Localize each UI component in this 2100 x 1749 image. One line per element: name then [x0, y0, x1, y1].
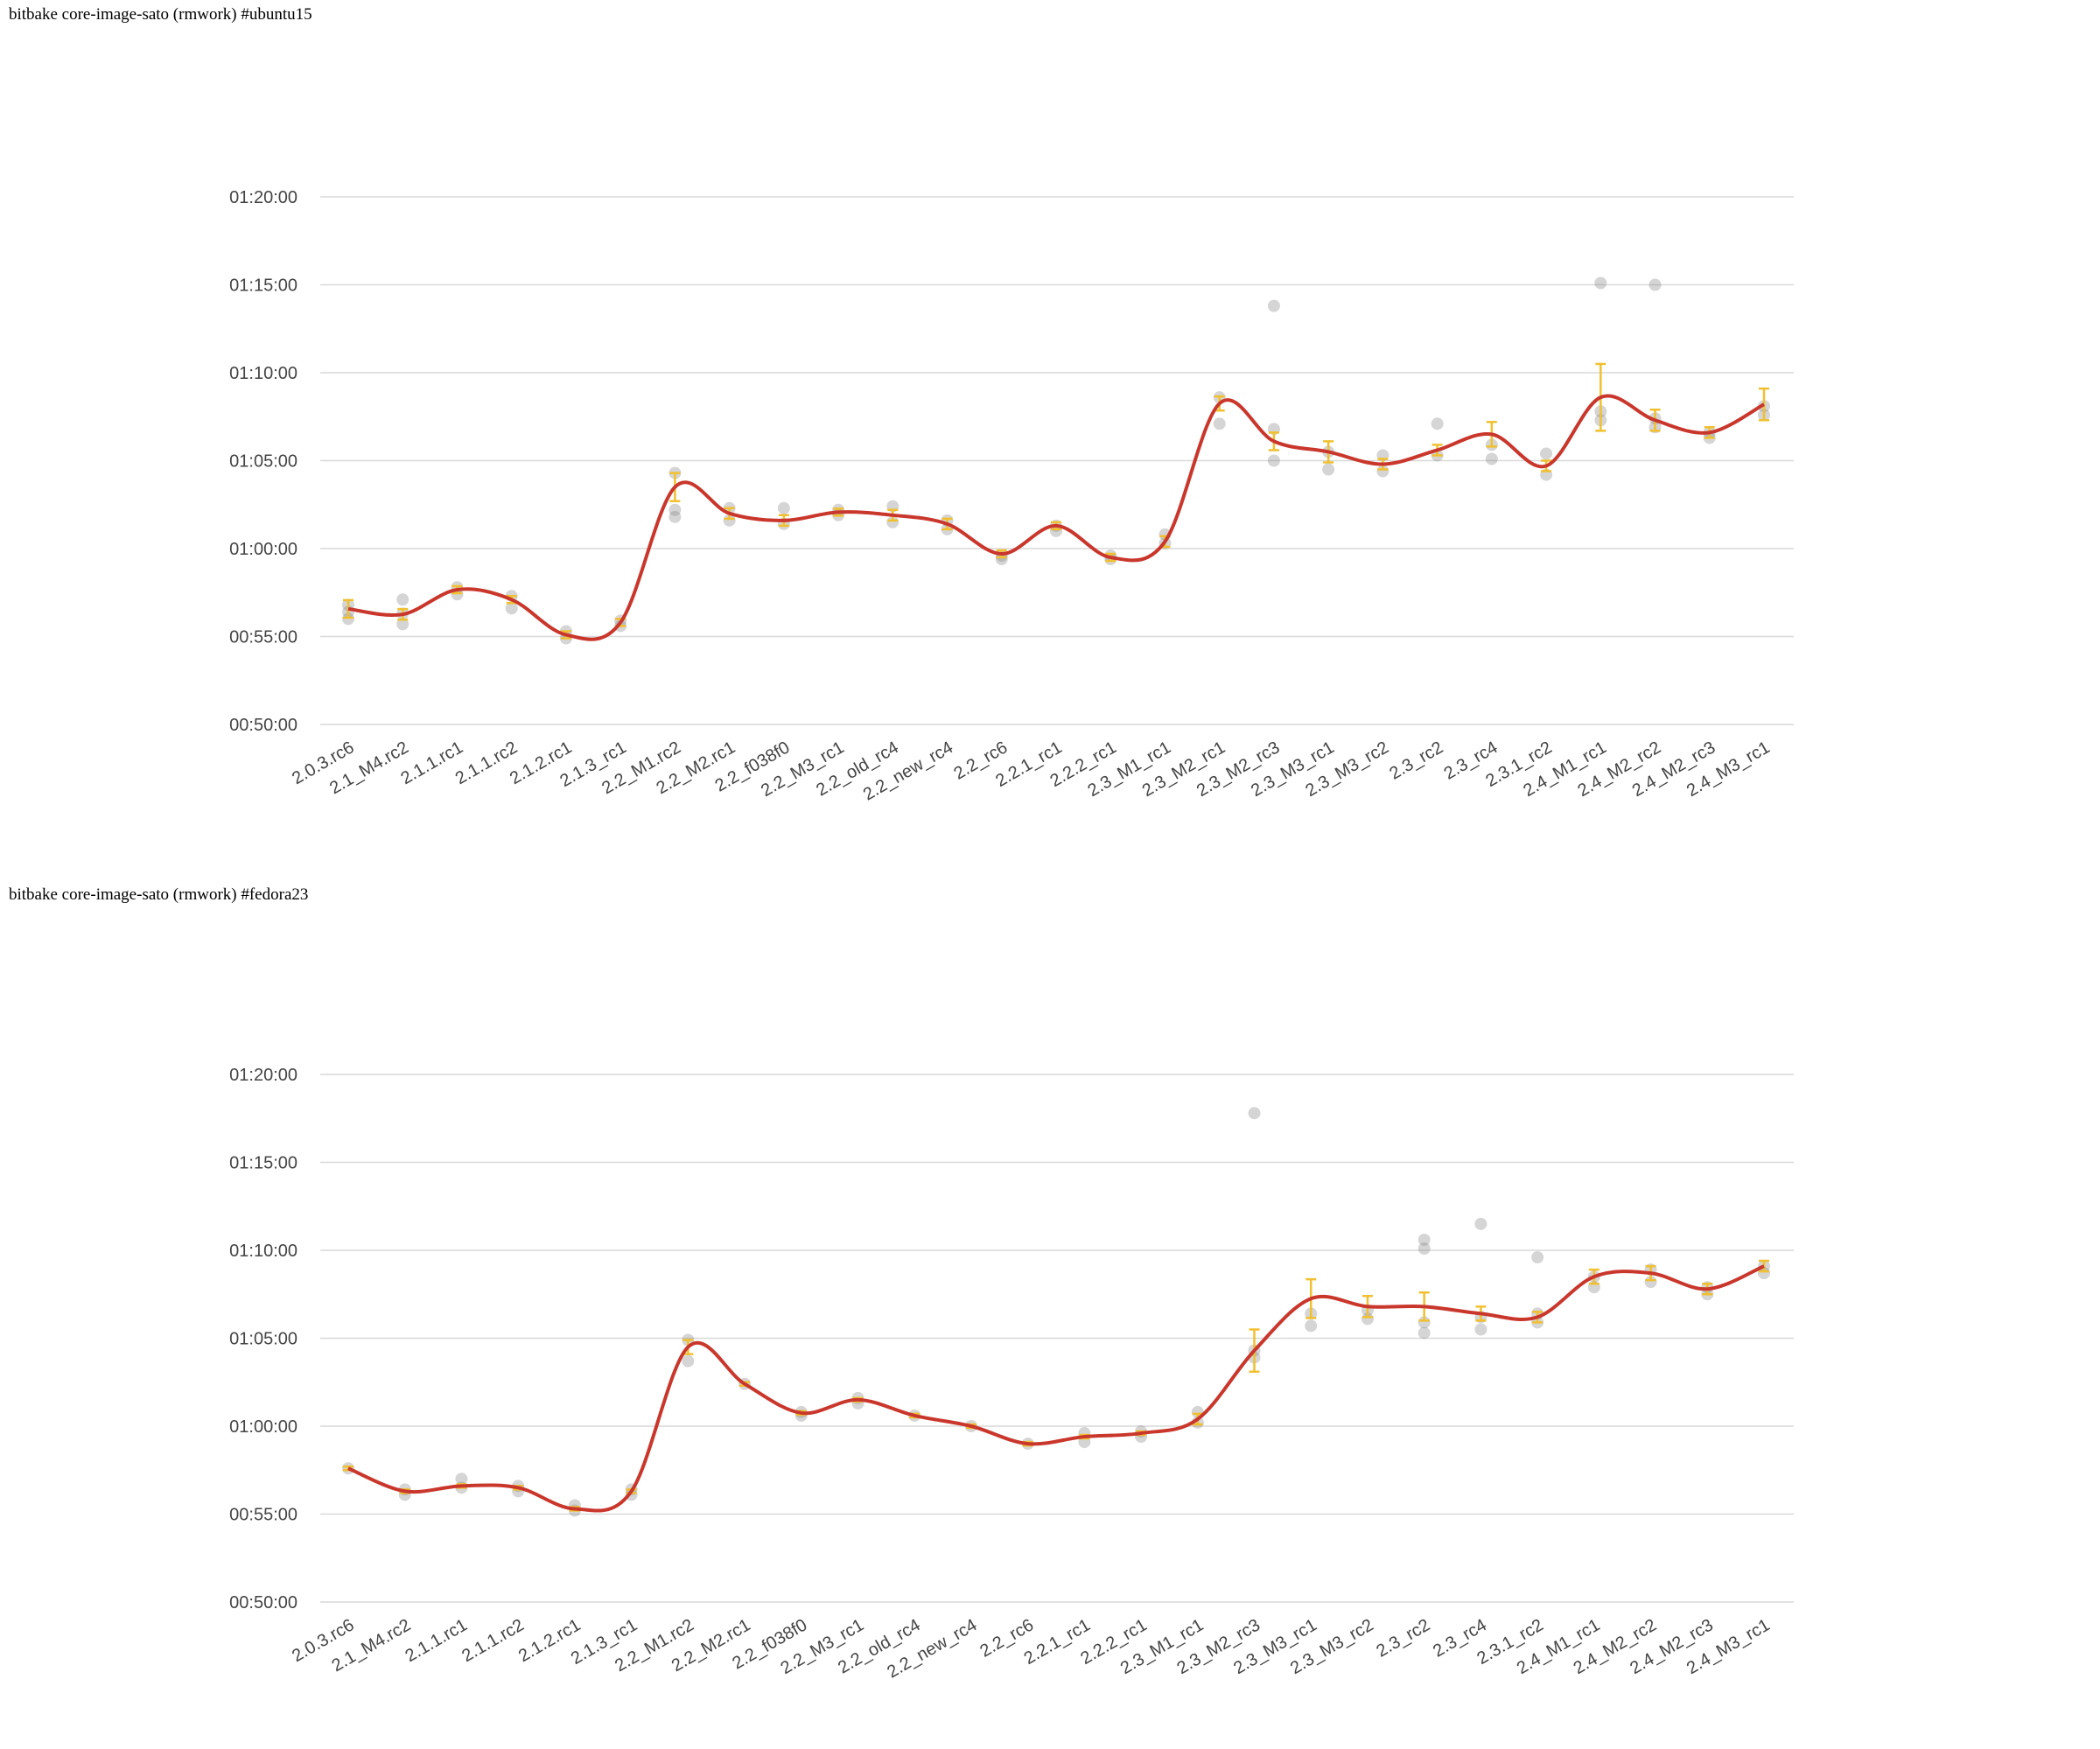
chart-title: bitbake core-image-sato (rmwork) #ubuntu…	[9, 5, 312, 24]
sample-point	[1305, 1319, 1318, 1333]
x-tick-label: 2.3_rc2	[1373, 1615, 1433, 1661]
sample-point	[1540, 447, 1553, 460]
sample-point	[505, 602, 518, 615]
y-tick-label: 00:50:00	[229, 716, 298, 735]
sample-point	[1644, 1276, 1657, 1289]
sample-point	[1474, 1323, 1488, 1336]
sample-point	[1376, 465, 1390, 478]
sample-point	[668, 503, 682, 516]
sample-point	[1267, 454, 1280, 467]
y-tick-label: 01:05:00	[229, 1330, 298, 1349]
sample-point	[1050, 524, 1062, 537]
sample-point	[668, 510, 682, 523]
sample-point	[396, 618, 410, 631]
sample-point	[1474, 1217, 1488, 1230]
sample-point	[1361, 1312, 1374, 1326]
x-tick-label: 2.3_rc2	[1386, 738, 1446, 783]
y-tick-label: 00:50:00	[229, 1593, 298, 1613]
x-tick-label: 2.1.1.rc2	[458, 1615, 527, 1666]
sample-point	[1531, 1251, 1544, 1264]
sample-point	[886, 515, 900, 528]
sample-point	[1418, 1326, 1431, 1340]
chart: bitbake core-image-sato (rmwork) #fedora…	[9, 885, 1794, 1683]
sample-point	[777, 501, 790, 514]
sample-point	[723, 514, 736, 527]
y-tick-label: 01:15:00	[229, 1154, 298, 1173]
y-tick-label: 01:00:00	[229, 1417, 298, 1437]
error-bar	[1759, 387, 1769, 422]
chart: bitbake core-image-sato (rmwork) #ubuntu…	[9, 5, 1794, 805]
sample-point	[1418, 1233, 1431, 1246]
sample-point	[1267, 299, 1280, 312]
chart-title: bitbake core-image-sato (rmwork) #fedora…	[9, 885, 308, 904]
y-tick-label: 01:20:00	[229, 1066, 298, 1085]
y-tick-label: 01:05:00	[229, 452, 298, 472]
sample-point	[682, 1354, 695, 1368]
sample-point	[1248, 1107, 1261, 1120]
sample-point	[1648, 278, 1662, 291]
sample-point	[1594, 276, 1607, 290]
sample-point	[1418, 1242, 1431, 1255]
y-tick-label: 01:10:00	[229, 364, 298, 383]
y-tick-label: 01:15:00	[229, 276, 298, 296]
sample-point	[1431, 417, 1444, 430]
sample-point	[396, 593, 410, 606]
x-tick-label: 2.1.1.rc1	[398, 738, 466, 788]
y-tick-label: 01:10:00	[229, 1242, 298, 1261]
sample-point	[1213, 417, 1226, 430]
y-tick-label: 00:55:00	[229, 628, 298, 647]
sample-point	[1322, 463, 1335, 476]
y-tick-label: 00:55:00	[229, 1506, 298, 1525]
y-tick-label: 01:00:00	[229, 540, 298, 559]
mean-line	[347, 394, 1765, 641]
sample-point	[342, 612, 354, 626]
sample-point	[1418, 1316, 1431, 1329]
y-tick-label: 01:20:00	[229, 188, 298, 207]
sample-point	[1485, 452, 1498, 465]
mean-line	[347, 1264, 1765, 1513]
sample-point	[455, 1473, 468, 1486]
x-tick-label: 2.1.1.rc2	[452, 738, 521, 788]
sample-point	[995, 553, 1008, 566]
sample-point	[1758, 1267, 1770, 1280]
x-tick-label: 2.1.1.rc1	[402, 1615, 471, 1666]
